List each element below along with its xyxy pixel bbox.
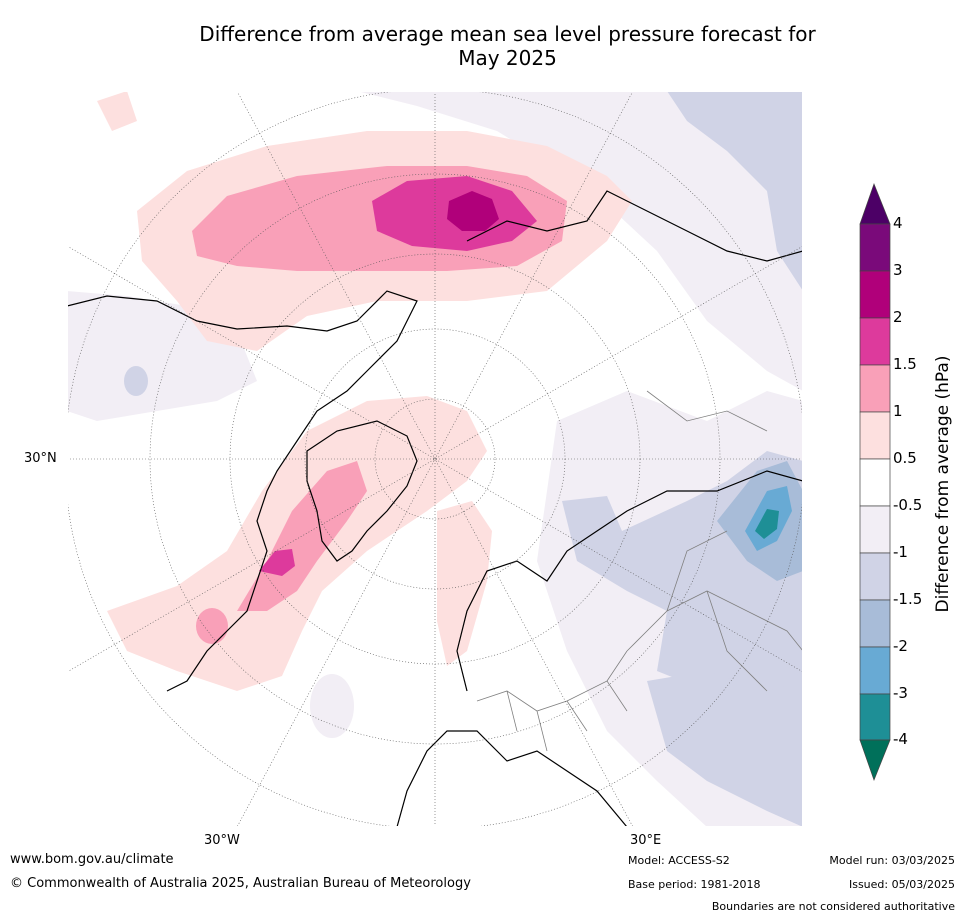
colorbar-title: Difference from average (hPa)	[933, 355, 953, 613]
colorbar-tick-neg-1-5: -1.5	[893, 590, 923, 608]
colorbar-tick-neg-1: -1	[893, 543, 908, 561]
lon-label-30w: 30°W	[204, 833, 240, 848]
colorbar-tick-neg-3: -3	[893, 684, 908, 702]
anomaly-neg-05-atlantic-spot	[310, 674, 354, 738]
footer-issued: Issued: 05/03/2025	[848, 878, 955, 891]
title-line-2: May 2025	[458, 46, 557, 70]
coastline-siberia-north	[466, 190, 803, 262]
anomaly-neg-1-west-spot	[124, 366, 148, 396]
footer-base-period: Base period: 1981-2018	[628, 878, 761, 891]
colorbar-tick-1-5: 1.5	[893, 355, 917, 373]
colorbar-tick-2: 2	[893, 308, 903, 326]
map-svg	[67, 91, 803, 827]
polar-map	[67, 91, 803, 827]
anomaly-pos-15-labrador	[259, 549, 295, 576]
colorbar	[858, 182, 965, 782]
title-line-1: Difference from average mean sea level p…	[199, 22, 816, 46]
anomaly-pos-1-greenland	[237, 461, 367, 611]
colorbar-bin-05-1	[859, 411, 891, 460]
footer-model-run: Model run: 03/03/2025	[829, 854, 955, 867]
colorbar-bin-neg05-neg1	[859, 505, 891, 554]
borders-asia	[626, 390, 803, 692]
colorbar-bin-neg2-neg3	[859, 646, 891, 695]
colorbar-tick-neg-0-5: -0.5	[893, 496, 923, 514]
footer-model: Model: ACCESS-S2	[628, 854, 730, 867]
colorbar-bin-neg1-neg15	[859, 552, 891, 601]
colorbar-svg	[859, 183, 891, 781]
colorbar-bin-2-3	[859, 270, 891, 319]
colorbar-over-arrow	[859, 183, 891, 225]
anomaly-pos-05-scandinavia	[437, 501, 492, 666]
colorbar-bin-3-4	[859, 223, 891, 272]
graticule	[67, 91, 803, 827]
colorbar-tick-0-5: 0.5	[893, 449, 917, 467]
footer-copyright: © Commonwealth of Australia 2025, Austra…	[10, 876, 471, 891]
colorbar-bin-neutral	[859, 458, 891, 507]
footer-disclaimer: Boundaries are not considered authoritat…	[711, 900, 955, 913]
lat-label-30n: 30°N	[24, 451, 57, 466]
colorbar-bin-neg3-neg4	[859, 693, 891, 741]
coastline-eurasia	[456, 470, 803, 692]
coastline-greenland	[306, 420, 418, 562]
anomaly-pos-1-atlantic-spot	[196, 608, 228, 644]
colorbar-bin-1-15	[859, 364, 891, 413]
coastline-europe-south	[396, 730, 628, 827]
colorbar-tick-3: 3	[893, 261, 903, 279]
anomaly-pos-05-bering	[97, 91, 137, 131]
anomaly-neg-1-northeast	[667, 91, 803, 291]
colorbar-tick-neg-2: -2	[893, 637, 908, 655]
colorbar-bin-neg15-neg2	[859, 599, 891, 648]
colorbar-under-arrow	[859, 739, 891, 781]
colorbar-bin-15-2	[859, 317, 891, 366]
chart-title: Difference from average mean sea level p…	[120, 22, 895, 70]
anomaly-neg-05-north	[357, 91, 803, 391]
footer-website: www.bom.gov.au/climate	[10, 852, 174, 867]
anomaly-neg-1-siberia	[647, 671, 803, 827]
colorbar-tick-4: 4	[893, 214, 903, 232]
lon-label-30e: 30°E	[630, 833, 662, 848]
anomaly-pos-2-pacific	[447, 191, 499, 231]
anomaly-neg-3-asia	[755, 509, 779, 539]
colorbar-tick-neg-4: -4	[893, 730, 908, 748]
coastline-north-america	[67, 290, 418, 692]
borders-europe	[476, 650, 628, 752]
colorbar-tick-1: 1	[893, 402, 903, 420]
